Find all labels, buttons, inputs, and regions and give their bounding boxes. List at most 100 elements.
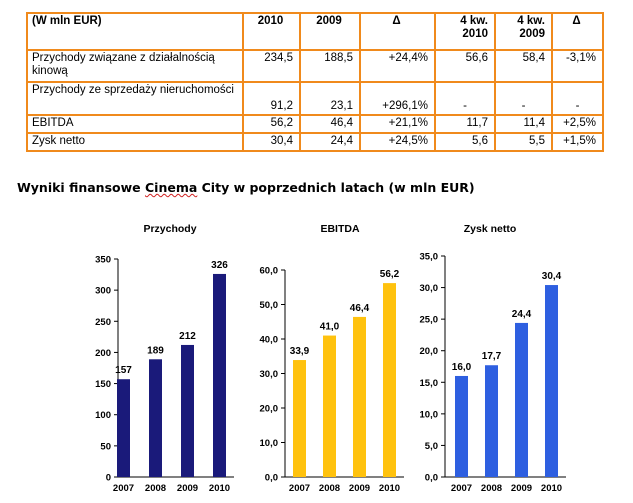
x-tick-label: 2010 bbox=[541, 483, 562, 494]
y-tick-label: 25,0 bbox=[420, 315, 439, 326]
bar-2008 bbox=[485, 365, 498, 477]
net-profit-chart: Zysk netto 0,0 5,0 10,0 15,0 20,0 25,0 30,0 35,0… bbox=[420, 223, 566, 494]
section-title-start: Wyniki finansowe bbox=[17, 180, 145, 195]
table-cell: - bbox=[551, 81, 604, 116]
table-cell: +21,1% bbox=[359, 114, 436, 134]
bar-2007 bbox=[293, 360, 306, 477]
data-label: 30,4 bbox=[542, 271, 562, 282]
data-label: 41,0 bbox=[320, 322, 340, 333]
bar-2010 bbox=[545, 285, 558, 477]
chart-title: Zysk netto bbox=[464, 223, 517, 235]
data-label: 326 bbox=[211, 260, 228, 271]
row-label: EBITDA bbox=[26, 114, 244, 134]
table-row: Przychody ze sprzedaży nieruchomości 91,… bbox=[26, 81, 604, 116]
y-tick-label: 150 bbox=[95, 379, 111, 390]
table-cell: 46,4 bbox=[299, 114, 361, 134]
table-cell: 91,2 bbox=[242, 81, 301, 116]
table-header-row: (W mln EUR) 2010 2009 Δ 4 kw. 2010 4 kw.… bbox=[26, 12, 604, 51]
table-cell: 5,5 bbox=[494, 132, 553, 152]
table-cell: 5,6 bbox=[434, 132, 496, 152]
y-tick-label: 35,0 bbox=[420, 252, 439, 263]
section-title: Wyniki finansowe Cinema City w poprzedni… bbox=[17, 180, 475, 195]
data-label: 33,9 bbox=[290, 346, 310, 357]
y-tick-label: 50,0 bbox=[260, 300, 279, 311]
table-row: Przychody związane z działalnością kinow… bbox=[26, 49, 604, 83]
y-tick-label: 20,0 bbox=[260, 404, 279, 415]
section-title-underlined: Cinema bbox=[144, 180, 198, 195]
table-cell: 234,5 bbox=[242, 49, 301, 83]
y-tick-label: 350 bbox=[95, 255, 111, 266]
y-tick-label: 50 bbox=[100, 441, 111, 452]
y-tick-label: 10,0 bbox=[420, 409, 439, 420]
financial-results-table: (W mln EUR) 2010 2009 Δ 4 kw. 2010 4 kw.… bbox=[26, 12, 604, 152]
y-tick-label: 200 bbox=[95, 348, 111, 359]
row-label: Przychody związane z działalnością kinow… bbox=[26, 49, 244, 83]
y-tick-label: 30,0 bbox=[260, 369, 279, 380]
table-row: EBITDA 56,2 46,4 +21,1% 11,7 11,4 +2,5% bbox=[26, 114, 604, 134]
bar-2009 bbox=[353, 316, 366, 477]
x-tick-label: 2009 bbox=[177, 483, 198, 494]
header-cell: 2009 bbox=[299, 12, 361, 51]
header-cell: 4 kw. 2009 bbox=[494, 12, 553, 51]
table-cell: 56,6 bbox=[434, 49, 496, 83]
x-tick-label: 2010 bbox=[209, 483, 230, 494]
data-label: 157 bbox=[115, 365, 132, 376]
table-cell: 11,7 bbox=[434, 114, 496, 134]
x-tick-label: 2008 bbox=[319, 483, 340, 494]
x-tick-label: 2010 bbox=[379, 483, 400, 494]
header-cell: 2010 bbox=[242, 12, 301, 51]
table-cell: +24,4% bbox=[359, 49, 436, 83]
bar-2007 bbox=[117, 379, 130, 477]
x-tick-label: 2009 bbox=[349, 483, 370, 494]
table-cell: +1,5% bbox=[551, 132, 604, 152]
table-cell: +296,1% bbox=[359, 81, 436, 116]
header-cell: 4 kw. 2010 bbox=[434, 12, 496, 51]
y-tick-label: 0,0 bbox=[425, 473, 438, 484]
bar-2008 bbox=[323, 335, 336, 477]
x-tick-label: 2007 bbox=[451, 483, 472, 494]
x-tick-label: 2009 bbox=[511, 483, 532, 494]
table-cell: 11,4 bbox=[494, 114, 553, 134]
bar-2007 bbox=[455, 375, 468, 477]
x-tick-label: 2008 bbox=[481, 483, 502, 494]
bar-2010 bbox=[213, 273, 226, 477]
row-label: Zysk netto bbox=[26, 132, 244, 152]
table-cell: 56,2 bbox=[242, 114, 301, 134]
table-row: Zysk netto 30,4 24,4 +24,5% 5,6 5,5 +1,5… bbox=[26, 132, 604, 152]
ebitda-chart: EBITDA 0,0 10,0 20,0 30,0 40,0 50,0 60,0 33,9 200… bbox=[260, 223, 404, 494]
y-tick-label: 20,0 bbox=[420, 346, 439, 357]
y-tick-label: 0,0 bbox=[265, 473, 278, 484]
data-label: 24,4 bbox=[512, 309, 532, 320]
data-label: 46,4 bbox=[350, 303, 370, 314]
y-tick-label: 100 bbox=[95, 410, 111, 421]
table-cell: 30,4 bbox=[242, 132, 301, 152]
x-tick-label: 2008 bbox=[145, 483, 166, 494]
data-label: 17,7 bbox=[482, 351, 502, 362]
y-tick-label: 10,0 bbox=[260, 438, 279, 449]
chart-title: Przychody bbox=[143, 223, 196, 235]
y-tick-label: 15,0 bbox=[420, 378, 439, 389]
bar-2009 bbox=[515, 322, 528, 477]
data-label: 212 bbox=[179, 331, 196, 342]
header-cell: Δ bbox=[359, 12, 436, 51]
data-label: 56,2 bbox=[380, 269, 400, 280]
y-tick-label: 300 bbox=[95, 286, 111, 297]
header-cell: Δ bbox=[551, 12, 604, 51]
row-label: Przychody ze sprzedaży nieruchomości bbox=[26, 81, 244, 116]
table-cell: 24,4 bbox=[299, 132, 361, 152]
section-title-end: City w poprzednich latach (w mln EUR) bbox=[197, 180, 475, 195]
bar-2010 bbox=[383, 283, 396, 477]
revenue-chart: Przychody 0 50 100 150 200 250 300 350 157 2007 189… bbox=[95, 223, 234, 494]
y-tick-label: 40,0 bbox=[260, 335, 279, 346]
y-tick-label: 30,0 bbox=[420, 283, 439, 294]
bar-2008 bbox=[149, 359, 162, 477]
table-cell: - bbox=[434, 81, 496, 116]
table-cell: +24,5% bbox=[359, 132, 436, 152]
table-cell: -3,1% bbox=[551, 49, 604, 83]
bar-2009 bbox=[181, 344, 194, 477]
x-tick-label: 2007 bbox=[289, 483, 310, 494]
y-tick-label: 250 bbox=[95, 317, 111, 328]
header-cell: (W mln EUR) bbox=[26, 12, 244, 51]
chart-title: EBITDA bbox=[320, 223, 360, 235]
data-label: 189 bbox=[147, 345, 164, 356]
